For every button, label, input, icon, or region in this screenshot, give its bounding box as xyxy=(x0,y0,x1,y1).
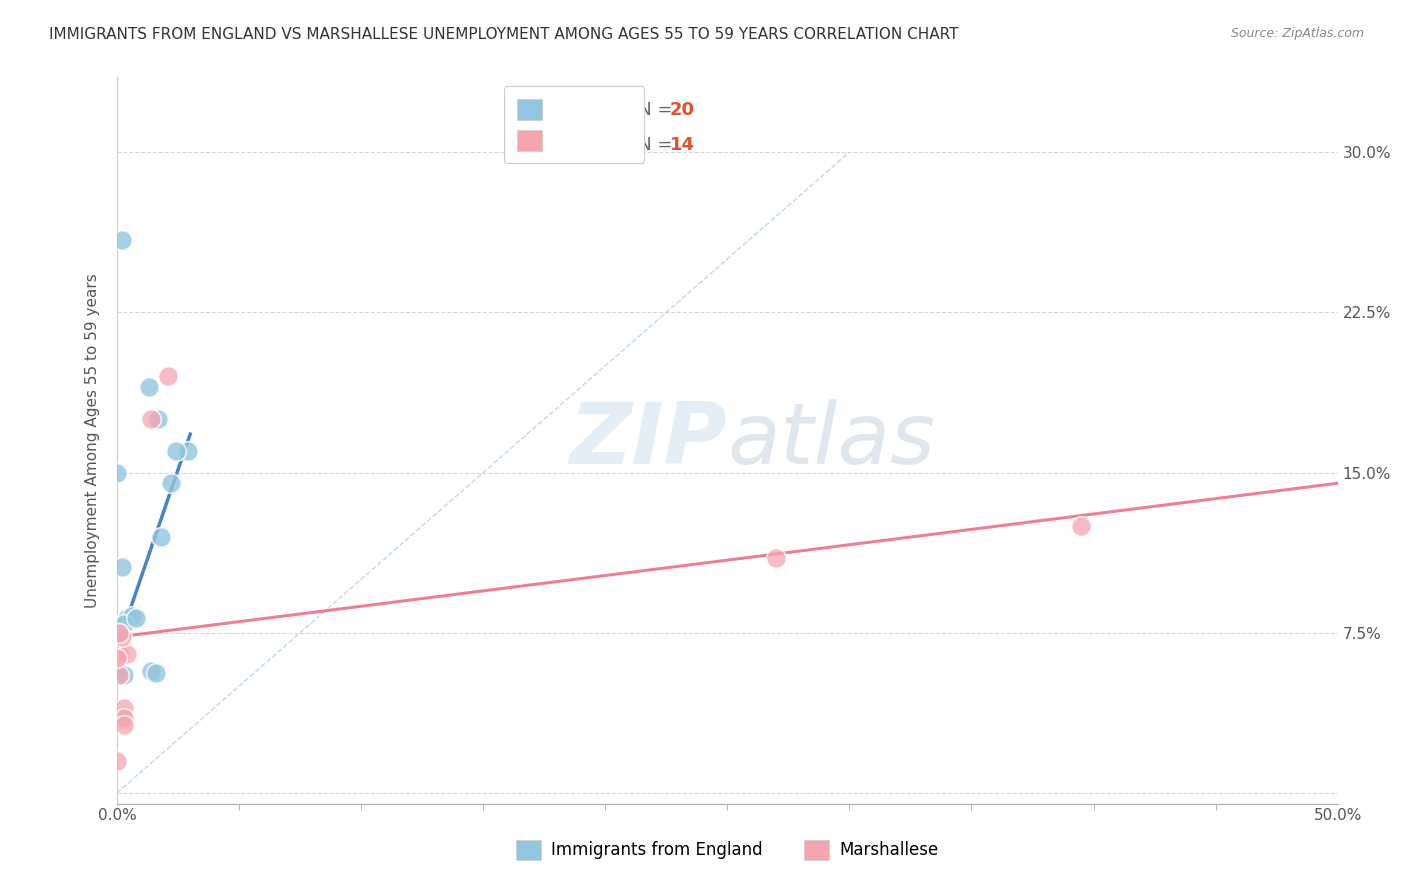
Text: IMMIGRANTS FROM ENGLAND VS MARSHALLESE UNEMPLOYMENT AMONG AGES 55 TO 59 YEARS CO: IMMIGRANTS FROM ENGLAND VS MARSHALLESE U… xyxy=(49,27,959,42)
Point xyxy=(149,530,172,544)
Text: 14: 14 xyxy=(669,136,695,154)
Point xyxy=(765,551,787,566)
Point xyxy=(108,647,131,661)
Point xyxy=(111,630,134,644)
Point xyxy=(159,476,181,491)
Text: 0.381: 0.381 xyxy=(575,101,631,120)
Point xyxy=(108,647,131,661)
Point xyxy=(141,412,163,426)
Point xyxy=(105,662,128,676)
Point xyxy=(157,369,180,384)
Point xyxy=(108,668,131,682)
Point xyxy=(145,666,167,681)
Text: 0.389: 0.389 xyxy=(575,136,631,154)
Point xyxy=(141,664,163,678)
Point xyxy=(115,647,138,661)
Text: atlas: atlas xyxy=(727,399,935,482)
Point xyxy=(108,625,131,640)
Point xyxy=(1070,519,1092,533)
Point xyxy=(165,444,187,458)
Text: R =: R = xyxy=(538,101,576,120)
Point xyxy=(105,754,128,768)
Point xyxy=(112,668,135,682)
Text: N =: N = xyxy=(621,136,678,154)
Text: 20: 20 xyxy=(669,101,695,120)
Point xyxy=(111,233,134,247)
Point xyxy=(108,625,131,640)
Point xyxy=(177,444,200,458)
Y-axis label: Unemployment Among Ages 55 to 59 years: Unemployment Among Ages 55 to 59 years xyxy=(86,273,100,608)
Point xyxy=(121,608,143,623)
Text: Source: ZipAtlas.com: Source: ZipAtlas.com xyxy=(1230,27,1364,40)
Point xyxy=(112,717,135,731)
Point xyxy=(125,611,148,625)
Point xyxy=(105,466,128,480)
Point xyxy=(112,617,135,632)
Point xyxy=(148,412,170,426)
Point xyxy=(115,611,138,625)
Point xyxy=(112,700,135,714)
Point xyxy=(111,559,134,574)
Point xyxy=(105,651,128,665)
Point xyxy=(138,380,160,394)
Point xyxy=(112,711,135,725)
Text: ZIP: ZIP xyxy=(569,399,727,482)
Legend:               ,               : , xyxy=(505,87,644,163)
Point xyxy=(108,651,131,665)
Text: R =: R = xyxy=(538,136,576,154)
Text: N =: N = xyxy=(621,101,678,120)
